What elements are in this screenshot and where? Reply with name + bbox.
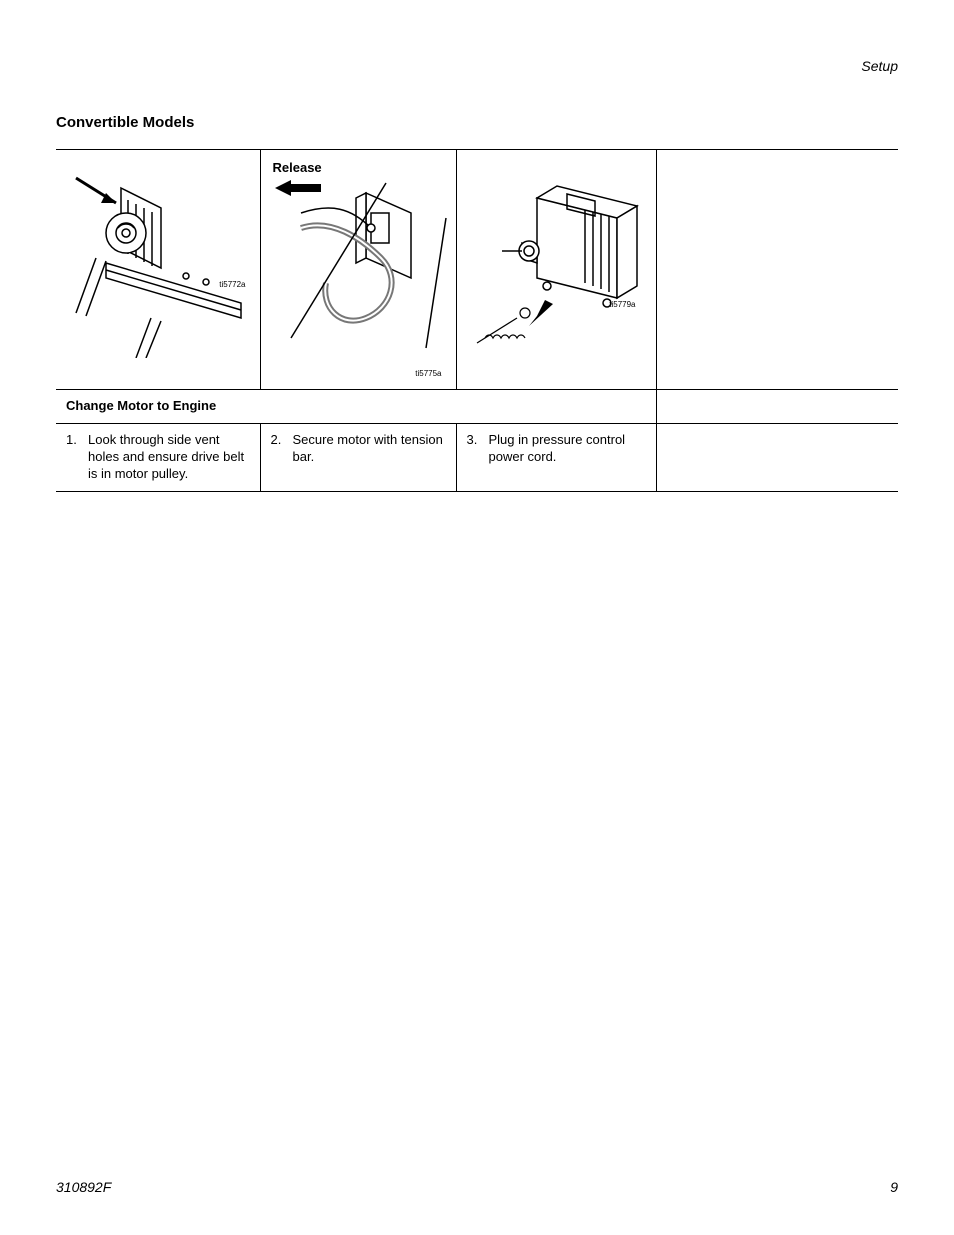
figure-2-ref: ti5775a	[415, 369, 441, 379]
page: Setup Convertible Models	[0, 0, 954, 1235]
figure-cell-1: ti5772a	[56, 150, 260, 390]
subheader-empty	[656, 390, 898, 424]
release-label: Release	[273, 160, 322, 177]
subheader-row: Change Motor to Engine	[56, 390, 898, 424]
step-2-text: Secure motor with ten­sion bar.	[293, 432, 446, 466]
procedure-table: ti5772a Release	[56, 149, 898, 492]
image-row: ti5772a Release	[56, 150, 898, 390]
steps-row: 1. Look through side vent holes and ensu…	[56, 423, 898, 491]
step-1-num: 1.	[66, 432, 80, 483]
page-footer: 310892F 9	[56, 1179, 898, 1195]
figure-cell-4	[656, 150, 898, 390]
figure-3-illustration	[467, 158, 657, 368]
figure-1-illustration	[66, 158, 246, 358]
step-cell-4	[656, 423, 898, 491]
figure-cell-3: ti5779a	[456, 150, 656, 390]
doc-number: 310892F	[56, 1179, 111, 1195]
step-cell-2: 2. Secure motor with ten­sion bar.	[260, 423, 456, 491]
figure-cell-2: Release	[260, 150, 456, 390]
page-header-section: Setup	[861, 58, 898, 74]
step-cell-1: 1. Look through side vent holes and ensu…	[56, 423, 260, 491]
release-arrow-icon	[273, 178, 323, 198]
step-3-num: 3.	[467, 432, 481, 466]
page-number: 9	[890, 1179, 898, 1195]
step-3-text: Plug in pressure control power cord.	[489, 432, 646, 466]
section-title: Convertible Models	[56, 114, 898, 131]
figure-1-ref: ti5772a	[219, 280, 245, 290]
subheader: Change Motor to Engine	[56, 390, 656, 424]
step-2-num: 2.	[271, 432, 285, 466]
step-cell-3: 3. Plug in pressure control power cord.	[456, 423, 656, 491]
step-1-text: Look through side vent holes and ensure …	[88, 432, 250, 483]
figure-3-ref: ti5779a	[609, 300, 635, 310]
